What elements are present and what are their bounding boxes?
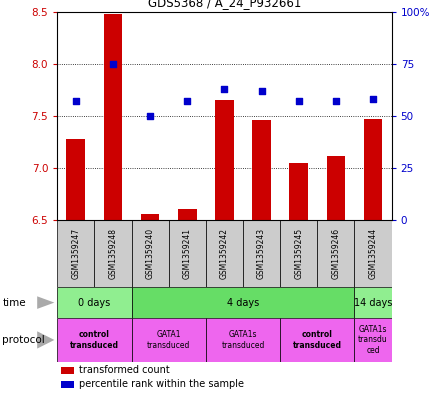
Text: GATA1s
transduced: GATA1s transduced [221, 330, 265, 350]
Point [147, 113, 154, 119]
Point [332, 98, 339, 105]
Bar [61, 381, 74, 387]
Bar [61, 367, 74, 374]
Text: GSM1359244: GSM1359244 [369, 228, 378, 279]
Text: time: time [2, 298, 26, 308]
Text: GSM1359246: GSM1359246 [331, 228, 341, 279]
Text: protocol: protocol [2, 335, 45, 345]
Text: GSM1359241: GSM1359241 [183, 228, 192, 279]
Bar [206, 220, 243, 287]
Point [184, 98, 191, 105]
Text: control
transduced: control transduced [293, 330, 342, 350]
Point [258, 88, 265, 94]
Text: 4 days: 4 days [227, 298, 259, 308]
Bar [66, 139, 85, 220]
Text: GSM1359247: GSM1359247 [71, 228, 80, 279]
Text: GSM1359240: GSM1359240 [146, 228, 154, 279]
Text: 0 days: 0 days [78, 298, 110, 308]
Bar [364, 119, 382, 220]
Bar [280, 318, 355, 362]
Text: 14 days: 14 days [354, 298, 392, 308]
Bar [243, 220, 280, 287]
Bar [280, 220, 317, 287]
Text: GSM1359242: GSM1359242 [220, 228, 229, 279]
Bar [57, 287, 132, 318]
Point [72, 98, 79, 105]
Bar [326, 156, 345, 220]
Bar [132, 318, 206, 362]
Title: GDS5368 / A_24_P932661: GDS5368 / A_24_P932661 [148, 0, 301, 9]
Polygon shape [37, 331, 55, 349]
Text: control
transduced: control transduced [70, 330, 119, 350]
Polygon shape [37, 296, 55, 309]
Bar [215, 100, 234, 220]
Point [370, 96, 377, 103]
Bar [94, 220, 132, 287]
Text: percentile rank within the sample: percentile rank within the sample [79, 379, 244, 389]
Bar [169, 220, 206, 287]
Bar [104, 14, 122, 220]
Bar [355, 287, 392, 318]
Bar [355, 220, 392, 287]
Text: transformed count: transformed count [79, 365, 170, 375]
Bar [132, 220, 169, 287]
Bar [57, 220, 94, 287]
Point [295, 98, 302, 105]
Bar [57, 318, 132, 362]
Bar [252, 120, 271, 220]
Bar [178, 209, 197, 220]
Bar [206, 318, 280, 362]
Text: GSM1359248: GSM1359248 [108, 228, 117, 279]
Bar [132, 287, 355, 318]
Text: GSM1359243: GSM1359243 [257, 228, 266, 279]
Bar [141, 214, 159, 220]
Point [221, 86, 228, 92]
Bar [290, 163, 308, 220]
Text: GATA1
transduced: GATA1 transduced [147, 330, 191, 350]
Bar [355, 318, 392, 362]
Text: GATA1s
transdu
ced: GATA1s transdu ced [358, 325, 388, 355]
Point [110, 61, 117, 67]
Bar [317, 220, 355, 287]
Text: GSM1359245: GSM1359245 [294, 228, 303, 279]
